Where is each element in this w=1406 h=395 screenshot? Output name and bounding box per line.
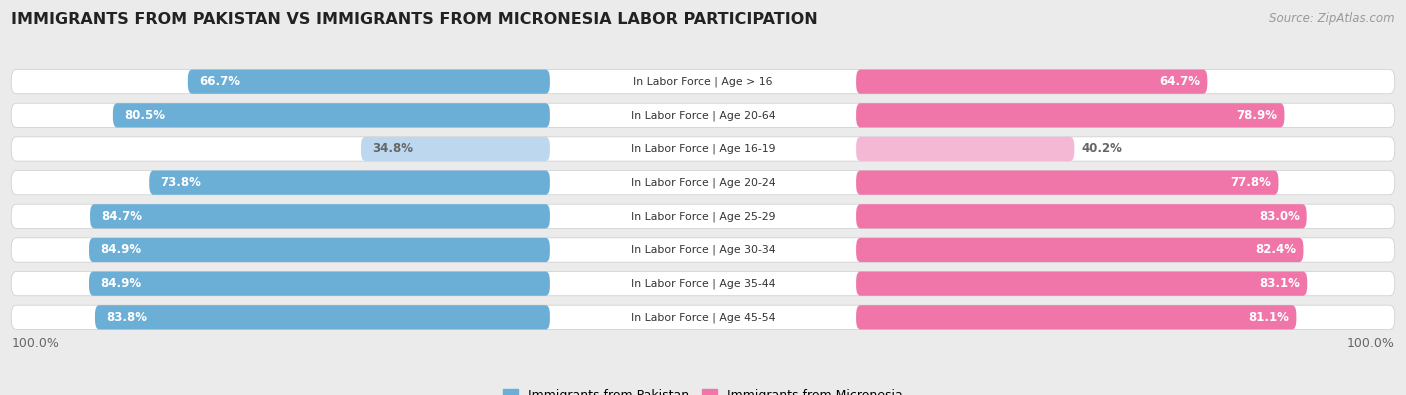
Text: 100.0%: 100.0%	[1347, 337, 1395, 350]
Text: 100.0%: 100.0%	[11, 337, 59, 350]
FancyBboxPatch shape	[856, 238, 1303, 262]
FancyBboxPatch shape	[89, 271, 550, 296]
FancyBboxPatch shape	[11, 238, 1395, 262]
Text: In Labor Force | Age 20-24: In Labor Force | Age 20-24	[631, 177, 775, 188]
Text: In Labor Force | Age 20-64: In Labor Force | Age 20-64	[631, 110, 775, 120]
Legend: Immigrants from Pakistan, Immigrants from Micronesia: Immigrants from Pakistan, Immigrants fro…	[498, 384, 908, 395]
Text: 40.2%: 40.2%	[1081, 143, 1122, 156]
FancyBboxPatch shape	[96, 305, 550, 329]
Text: 84.9%: 84.9%	[100, 243, 141, 256]
Text: In Labor Force | Age > 16: In Labor Force | Age > 16	[633, 76, 773, 87]
Text: 84.7%: 84.7%	[101, 210, 142, 223]
FancyBboxPatch shape	[90, 204, 550, 228]
FancyBboxPatch shape	[11, 204, 1395, 228]
FancyBboxPatch shape	[188, 70, 550, 94]
Text: 64.7%: 64.7%	[1160, 75, 1201, 88]
FancyBboxPatch shape	[11, 305, 1395, 329]
FancyBboxPatch shape	[149, 171, 550, 195]
Text: In Labor Force | Age 30-34: In Labor Force | Age 30-34	[631, 245, 775, 255]
FancyBboxPatch shape	[112, 103, 550, 128]
FancyBboxPatch shape	[11, 137, 1395, 161]
FancyBboxPatch shape	[856, 137, 1074, 161]
Text: 83.8%: 83.8%	[105, 311, 148, 324]
FancyBboxPatch shape	[856, 271, 1308, 296]
FancyBboxPatch shape	[856, 204, 1306, 228]
Text: In Labor Force | Age 35-44: In Labor Force | Age 35-44	[631, 278, 775, 289]
FancyBboxPatch shape	[856, 70, 1208, 94]
FancyBboxPatch shape	[89, 238, 550, 262]
FancyBboxPatch shape	[11, 271, 1395, 296]
Text: 34.8%: 34.8%	[373, 143, 413, 156]
FancyBboxPatch shape	[11, 103, 1395, 128]
FancyBboxPatch shape	[856, 171, 1278, 195]
FancyBboxPatch shape	[11, 70, 1395, 94]
Text: Source: ZipAtlas.com: Source: ZipAtlas.com	[1270, 12, 1395, 25]
FancyBboxPatch shape	[361, 137, 550, 161]
Text: 78.9%: 78.9%	[1236, 109, 1278, 122]
Text: In Labor Force | Age 16-19: In Labor Force | Age 16-19	[631, 144, 775, 154]
Text: 83.1%: 83.1%	[1260, 277, 1301, 290]
Text: 80.5%: 80.5%	[124, 109, 165, 122]
Text: In Labor Force | Age 45-54: In Labor Force | Age 45-54	[631, 312, 775, 323]
Text: 82.4%: 82.4%	[1256, 243, 1296, 256]
Text: In Labor Force | Age 25-29: In Labor Force | Age 25-29	[631, 211, 775, 222]
FancyBboxPatch shape	[856, 305, 1296, 329]
FancyBboxPatch shape	[856, 103, 1285, 128]
Text: 73.8%: 73.8%	[160, 176, 201, 189]
FancyBboxPatch shape	[11, 171, 1395, 195]
Text: 83.0%: 83.0%	[1258, 210, 1299, 223]
Text: 66.7%: 66.7%	[198, 75, 240, 88]
Text: 84.9%: 84.9%	[100, 277, 141, 290]
Text: 77.8%: 77.8%	[1230, 176, 1271, 189]
Text: 81.1%: 81.1%	[1249, 311, 1289, 324]
Text: IMMIGRANTS FROM PAKISTAN VS IMMIGRANTS FROM MICRONESIA LABOR PARTICIPATION: IMMIGRANTS FROM PAKISTAN VS IMMIGRANTS F…	[11, 12, 818, 27]
